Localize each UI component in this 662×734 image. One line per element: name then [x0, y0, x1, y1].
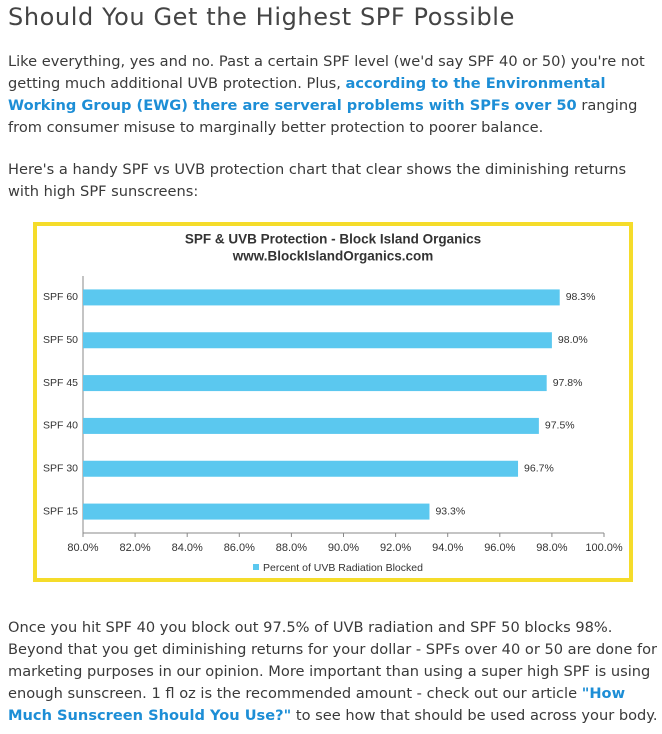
value-label: 97.8%: [553, 377, 583, 389]
y-tick-label: SPF 45: [43, 377, 78, 389]
x-tick-label: 84.0%: [172, 542, 203, 554]
text: to see how that should be used across yo…: [291, 707, 658, 724]
bar: [83, 417, 539, 434]
x-tick-label: 80.0%: [67, 542, 98, 554]
y-tick-label: SPF 15: [43, 505, 78, 517]
y-tick-label: SPF 40: [43, 420, 78, 432]
y-tick-label: SPF 60: [43, 291, 78, 303]
paragraph: Like everything, yes and no. Past a cert…: [8, 51, 658, 139]
bar: [83, 503, 430, 520]
x-tick-label: 86.0%: [224, 542, 255, 554]
heading: Should You Get the Highest SPF Possible: [8, 3, 515, 31]
text: ranging from consumer misuse to marginal…: [8, 97, 638, 136]
value-label: 98.3%: [566, 291, 596, 303]
text: Once you hit SPF 40 you block out 97.5% …: [8, 619, 658, 702]
x-tick-label: 98.0%: [536, 542, 567, 554]
text: Here's a handy SPF vs UVB protection cha…: [8, 161, 627, 200]
value-label: 93.3%: [435, 505, 465, 517]
x-tick-label: 100.0%: [585, 542, 623, 554]
chart-title: SPF & UVB Protection - Block Island Orga…: [185, 232, 481, 247]
paragraph: Once you hit SPF 40 you block out 97.5% …: [8, 617, 658, 727]
x-tick-label: 94.0%: [432, 542, 463, 554]
x-tick-label: 96.0%: [484, 542, 515, 554]
text: Like everything, yes and no. Past a cert…: [8, 53, 645, 92]
bar: [83, 460, 519, 477]
x-tick-label: 88.0%: [276, 542, 307, 554]
y-tick-label: SPF 50: [43, 334, 78, 346]
paragraph: Here's a handy SPF vs UVB protection cha…: [8, 159, 658, 203]
legend-label: Percent of UVB Radiation Blocked: [263, 562, 423, 574]
y-tick-label: SPF 30: [43, 463, 78, 475]
chart-subtitle: www.BlockIslandOrganics.com: [232, 249, 434, 264]
link[interactable]: according to the Environmental Working G…: [8, 75, 606, 114]
x-tick-label: 82.0%: [119, 542, 150, 554]
value-label: 98.0%: [558, 334, 588, 346]
chart: SPF & UVB Protection - Block Island Orga…: [43, 232, 623, 574]
bar: [83, 332, 552, 349]
value-label: 97.5%: [545, 420, 575, 432]
legend-swatch: [253, 564, 259, 570]
value-label: 96.7%: [524, 463, 554, 475]
x-tick-label: 90.0%: [328, 542, 359, 554]
chart-frame: SPF & UVB Protection - Block Island Orga…: [33, 222, 633, 582]
bar: [83, 289, 560, 306]
link[interactable]: "How Much Sunscreen Should You Use?": [8, 685, 626, 724]
x-tick-label: 92.0%: [380, 542, 411, 554]
bar: [83, 375, 547, 392]
